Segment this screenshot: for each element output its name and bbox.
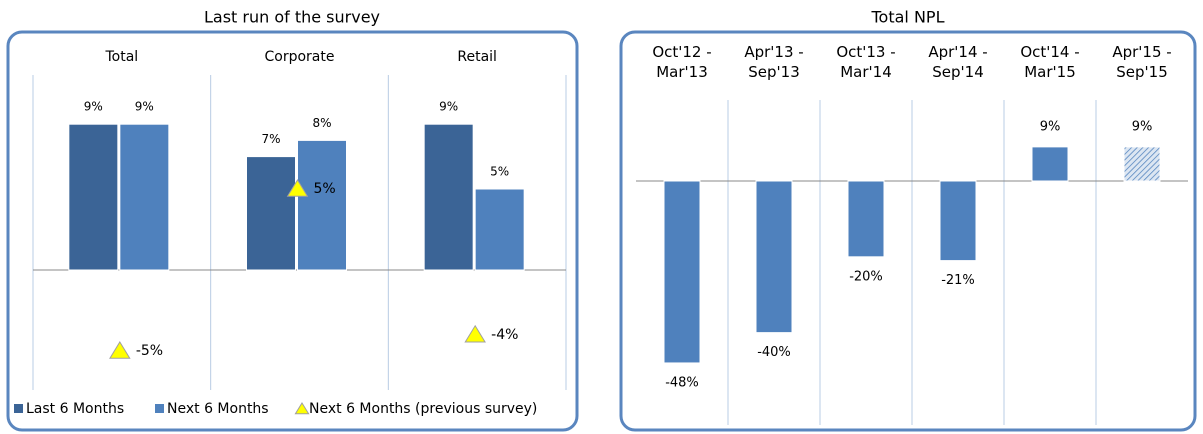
value-label: 9% xyxy=(135,100,154,114)
bar xyxy=(423,123,474,271)
legend-label: Next 6 Months xyxy=(167,401,269,417)
value-label: -48% xyxy=(665,375,699,390)
category-label: Apr'14 - Sep'14 xyxy=(928,43,988,81)
category-label: Apr'13 - Sep'13 xyxy=(744,43,804,81)
category-label: Oct'12 - Mar'13 xyxy=(652,43,712,81)
triangle-marker xyxy=(109,341,131,359)
bar xyxy=(474,188,525,271)
bar xyxy=(847,180,885,258)
bar xyxy=(1123,146,1161,182)
category-label: Oct'13 - Mar'14 xyxy=(836,43,896,81)
value-label: 9% xyxy=(1132,119,1153,134)
legend-marker xyxy=(14,404,23,413)
value-label: -21% xyxy=(941,273,975,288)
bar xyxy=(246,156,296,271)
panel-border xyxy=(6,30,579,432)
category-label: Total xyxy=(104,49,138,65)
value-label: 9% xyxy=(1040,119,1061,134)
triangle-marker xyxy=(464,324,486,343)
value-label: 8% xyxy=(312,116,331,130)
chart-title: Total NPL xyxy=(871,8,945,27)
legend-label: Next 6 Months (previous survey) xyxy=(309,401,537,417)
category-label: Oct'14 - Mar'15 xyxy=(1020,43,1080,81)
bar xyxy=(1031,146,1069,182)
panel-border xyxy=(619,30,1197,432)
value-label: -4% xyxy=(491,327,518,343)
category-label: Retail xyxy=(457,49,497,65)
value-label: 9% xyxy=(439,100,458,114)
value-label: 7% xyxy=(261,132,280,146)
value-label: 5% xyxy=(314,181,336,197)
legend-marker xyxy=(155,404,164,413)
category-label: Corporate xyxy=(265,49,335,65)
chart-title: Last run of the survey xyxy=(204,8,380,27)
bar xyxy=(68,123,119,271)
value-label: -5% xyxy=(136,343,163,359)
legend-marker xyxy=(294,402,310,415)
bar xyxy=(939,180,977,262)
bar xyxy=(663,180,701,364)
value-label: 5% xyxy=(490,165,509,179)
legend-label: Last 6 Months xyxy=(26,401,124,417)
value-label: -20% xyxy=(849,269,883,284)
triangle-marker xyxy=(286,179,309,197)
bar xyxy=(119,123,170,271)
bar xyxy=(755,180,793,334)
bar xyxy=(297,139,347,271)
value-label: -40% xyxy=(757,345,791,360)
value-label: 9% xyxy=(84,100,103,114)
category-label: Apr'15 - Sep'15 xyxy=(1112,43,1172,81)
